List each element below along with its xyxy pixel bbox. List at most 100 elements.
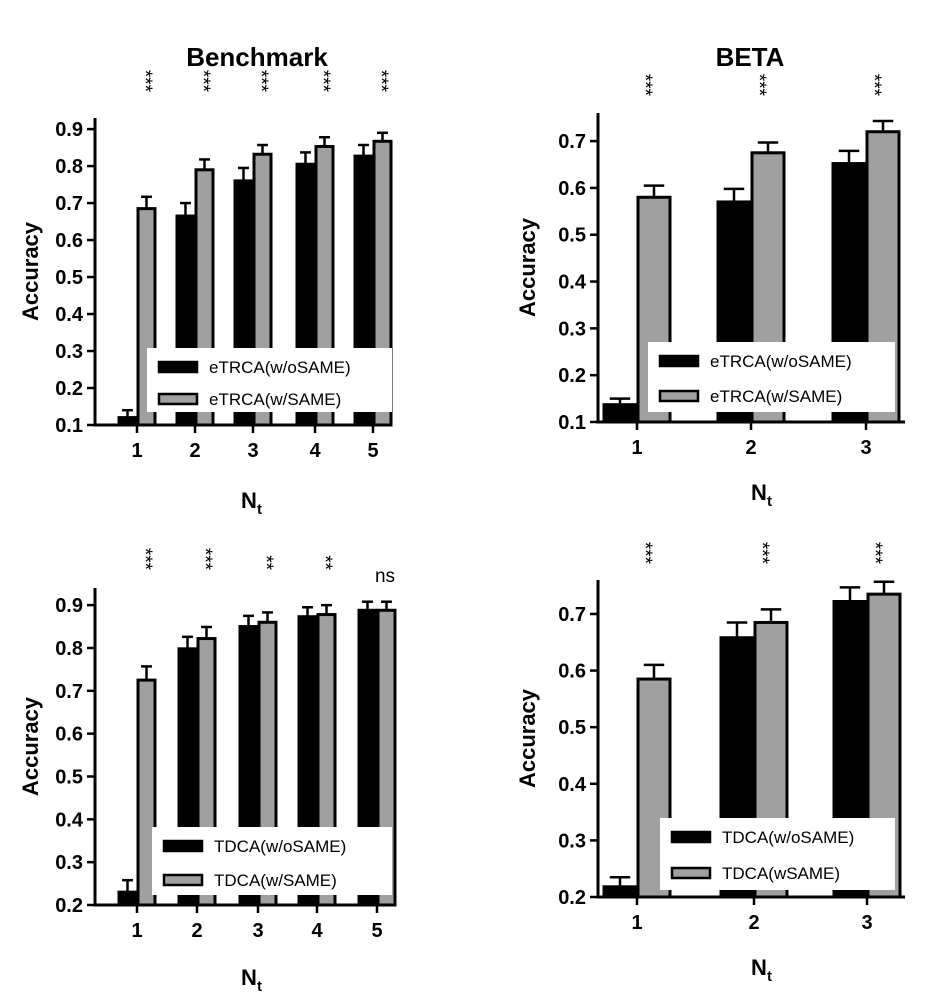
chart-panel: 0.2 0.3 0.4 0.5 0.6 0.7 1 2 3 *** *** *** Nt Accuracy… [515, 542, 905, 985]
x-tick-label: 5 [367, 440, 378, 462]
y-tick-label: 0.8 [55, 156, 83, 178]
y-tick-label: 0.2 [558, 887, 586, 909]
significance-label: *** [194, 548, 215, 571]
y-tick-label: 0.4 [55, 304, 84, 326]
y-tick-label: 0.6 [558, 661, 586, 683]
x-tick-label: 4 [311, 920, 323, 942]
legend-label: TDCA(w/oSAME) [722, 828, 854, 847]
y-tick-label: 0.8 [55, 638, 83, 660]
x-tick-label: 3 [860, 437, 871, 459]
x-axis-title: Nt [241, 965, 262, 995]
y-tick-label: 0.7 [558, 604, 586, 626]
legend-label: eTRCA(w/oSAME) [209, 358, 351, 377]
significance-label: *** [250, 70, 271, 93]
significance-label: *** [864, 542, 885, 565]
x-tick-label: 2 [745, 437, 756, 459]
y-tick-label: 0.2 [558, 365, 586, 387]
significance-label: *** [134, 548, 155, 571]
x-tick-label: 2 [191, 920, 202, 942]
legend-swatch [670, 830, 712, 844]
y-tick-label: 0.2 [55, 895, 83, 917]
x-axis-title: Nt [751, 480, 772, 510]
significance-label: *** [751, 542, 772, 565]
legend-swatch [157, 360, 199, 374]
x-tick-label: 1 [131, 440, 142, 462]
bar [117, 890, 138, 907]
chart-title: BETA [716, 42, 785, 72]
significance-label: *** [634, 542, 655, 565]
legend-label: TDCA(w/oSAME) [214, 837, 346, 856]
y-axis-title: Accuracy [18, 221, 43, 321]
significance-label: *** [748, 74, 769, 97]
y-tick-label: 0.9 [55, 119, 83, 141]
y-tick-label: 0.7 [55, 193, 83, 215]
significance-label: ** [255, 555, 276, 570]
chart-panel: 0.20.30.40.50.60.70.80.91 2 3 4 5*** *** ** **n… [18, 548, 397, 995]
x-tick-label: 3 [247, 440, 258, 462]
significance-label: *** [134, 70, 155, 93]
y-axis-title: Accuracy [515, 217, 540, 317]
x-axis-title: Nt [241, 488, 262, 518]
y-tick-label: 0.3 [558, 318, 586, 340]
legend-label: TDCA(wSAME) [722, 864, 840, 883]
legend: eTRCA(w/oSAME) eTRCA(w/SAME) [147, 348, 392, 412]
y-tick-label: 0.1 [55, 415, 83, 437]
x-tick-label: 2 [748, 912, 759, 934]
y-tick-label: 0.4 [55, 809, 84, 831]
significance-label: *** [192, 70, 213, 93]
x-tick-label: 1 [131, 920, 142, 942]
y-tick-label: 0.5 [55, 267, 83, 289]
x-tick-label: 1 [631, 912, 642, 934]
y-tick-label: 0.7 [558, 131, 586, 153]
y-tick-label: 0.9 [55, 595, 83, 617]
y-axis-title: Accuracy [18, 696, 43, 796]
bar [602, 403, 638, 424]
legend-label: TDCA(w/SAME) [214, 871, 337, 890]
legend: TDCA(w/oSAME) TDCA(wSAME) [660, 818, 895, 890]
legend-label: eTRCA(w/SAME) [710, 387, 842, 406]
y-tick-label: 0.6 [55, 724, 83, 746]
x-tick-label: 4 [309, 440, 321, 462]
chart-title: Benchmark [186, 42, 328, 72]
legend: eTRCA(w/oSAME) eTRCA(w/SAME) [648, 342, 895, 412]
legend-swatch [670, 866, 712, 880]
legend-swatch [658, 354, 700, 368]
y-tick-label: 0.1 [558, 412, 586, 434]
y-tick-label: 0.3 [55, 341, 83, 363]
x-tick-label: 3 [252, 920, 263, 942]
y-tick-label: 0.4 [558, 272, 587, 294]
y-tick-label: 0.7 [55, 681, 83, 703]
chart-panel: Benchmark 0.1 0.2 0.3 0.4 0.5 0.6 0.7 0.8 0.9 1 2 3 4… [18, 42, 393, 518]
chart-panel: BETA 0.1 0.2 0.3 0.4 0.5 0.6 0.7 1 2 3 *** *** *** Nt A… [515, 42, 905, 510]
significance-label: ** [314, 555, 335, 570]
y-tick-label: 0.3 [55, 852, 83, 874]
x-tick-label: 2 [189, 440, 200, 462]
legend-label: eTRCA(w/oSAME) [710, 352, 852, 371]
y-axis-title: Accuracy [515, 688, 540, 788]
significance-label: *** [634, 74, 655, 97]
x-tick-label: 5 [371, 920, 382, 942]
y-tick-label: 0.6 [558, 178, 586, 200]
y-tick-label: 0.2 [55, 378, 83, 400]
legend-label: eTRCA(w/SAME) [209, 390, 341, 409]
y-tick-label: 0.4 [558, 774, 587, 796]
y-tick-label: 0.5 [558, 225, 586, 247]
legend: TDCA(w/oSAME) TDCA(w/SAME) [152, 827, 392, 895]
significance-label: *** [370, 70, 391, 93]
y-tick-label: 0.6 [55, 230, 83, 252]
legend-swatch [162, 839, 204, 853]
legend-swatch [162, 873, 204, 887]
significance-label: *** [312, 70, 333, 93]
x-tick-label: 1 [631, 437, 642, 459]
legend-swatch [658, 389, 700, 403]
x-axis-title: Nt [751, 955, 772, 985]
significance-label: ns [375, 566, 395, 587]
bar [602, 885, 638, 899]
x-tick-label: 3 [861, 912, 872, 934]
y-tick-label: 0.3 [558, 830, 586, 852]
y-tick-label: 0.5 [558, 717, 586, 739]
significance-label: *** [863, 74, 884, 97]
y-tick-label: 0.5 [55, 766, 83, 788]
legend-swatch [157, 392, 199, 406]
